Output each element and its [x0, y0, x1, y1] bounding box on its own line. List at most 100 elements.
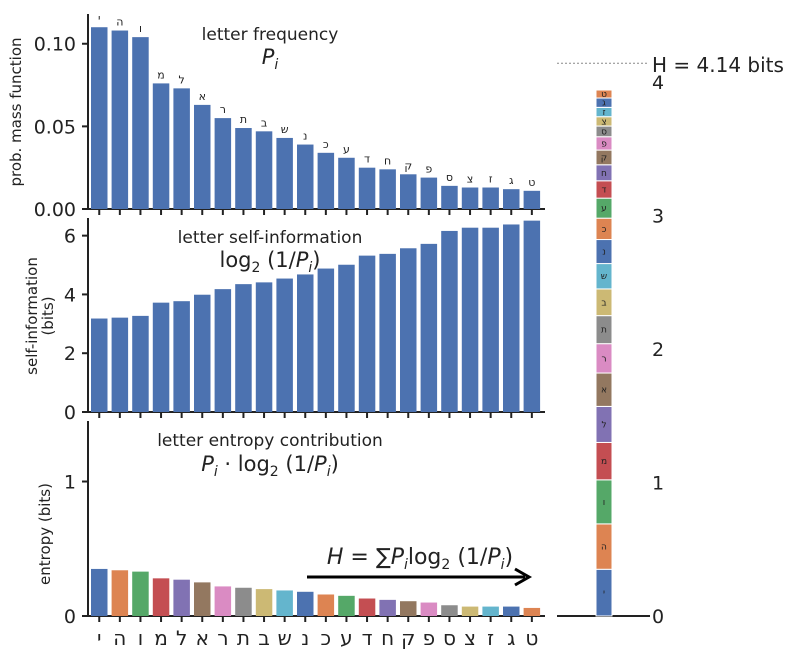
total-entropy-segment-label: ד: [602, 185, 607, 195]
total-entropy-segment-label: ז: [602, 108, 605, 118]
total-entropy-segment-label: ס: [601, 127, 607, 137]
frequency-bar-label: ק: [404, 159, 412, 172]
total-entropy-segment-label: ת: [601, 326, 607, 336]
self-information-ytick-label: 2: [64, 343, 76, 365]
self-information-bar: [379, 253, 396, 412]
total-entropy-segment-label: צ: [601, 117, 606, 127]
letter-xtick-label: ג: [507, 626, 515, 650]
frequency-bar-label: ו: [139, 22, 142, 35]
frequency-bar-label: ע: [343, 143, 350, 156]
frequency-ytick-label: 0.05: [34, 116, 76, 138]
letter-xtick-label: י: [97, 626, 101, 650]
self-information-bar: [503, 224, 520, 412]
total-entropy-segment-label: ע: [601, 204, 607, 214]
total-entropy-ytick-label: 4: [652, 72, 664, 94]
letter-xtick-label: צ: [464, 626, 476, 650]
entropy-contribution-title: letter entropy contribution: [157, 431, 383, 451]
entropy-bar: [441, 605, 458, 616]
self-information-bar: [400, 248, 417, 412]
frequency-ytick-label: 0.10: [34, 34, 76, 56]
letter-xtick-label: ו: [138, 626, 143, 650]
total-entropy-segment-label: י: [603, 589, 605, 599]
letter-xtick-label: ד: [362, 626, 373, 650]
total-entropy-ytick-label: 3: [652, 206, 664, 228]
self-information-ytick-label: 6: [64, 226, 76, 248]
frequency-bar-label: ט: [528, 176, 535, 189]
total-entropy-segment-label: ק: [601, 153, 607, 163]
self-information-bar: [338, 264, 355, 412]
entropy-bar: [461, 606, 479, 616]
letter-xtick-label: כ: [321, 626, 332, 650]
frequency-bar: [276, 137, 293, 209]
self-information-bar: [111, 317, 129, 412]
frequency-bar-label: כ: [323, 138, 329, 151]
self-information-bar: [132, 315, 149, 412]
frequency-bar-label: ר: [220, 103, 226, 116]
total-entropy-ytick-label: 2: [652, 339, 664, 361]
frequency-ylabel: prob. mass function: [7, 37, 25, 186]
frequency-bar: [194, 104, 211, 209]
frequency-bar: [214, 118, 232, 209]
entropy-bar: [420, 602, 438, 616]
entropy-ytick-label: 1: [64, 472, 76, 494]
self-information-ytick-label: 0: [64, 402, 76, 424]
letter-xtick-label: נ: [301, 626, 309, 650]
total-entropy-segment-label: א: [601, 386, 607, 396]
total-entropy-segment-label: מ: [601, 457, 607, 467]
entropy-bar: [482, 606, 499, 616]
total-entropy-segment-label: ה: [601, 543, 607, 553]
frequency-bar-label: ח: [384, 154, 391, 167]
letter-xtick-label: מ: [154, 626, 168, 650]
frequency-bar: [132, 37, 149, 210]
total-entropy-segment-label: ל: [601, 420, 606, 430]
frequency-bar: [420, 177, 438, 209]
total-entropy-segment-label: ח: [601, 169, 607, 179]
frequency-bar-label: פ: [425, 163, 432, 176]
letter-xtick-label: א: [196, 626, 209, 650]
total-entropy-segment-label: ג: [602, 99, 606, 109]
entropy-bar: [503, 606, 520, 616]
self-information-bar: [235, 284, 252, 412]
entropy-bar: [173, 579, 190, 616]
self-information-bar: [173, 301, 190, 412]
self-information-title: letter self-information: [178, 228, 363, 248]
self-information-ylabel: self-information: [23, 257, 41, 375]
frequency-bar: [173, 88, 190, 209]
entropy-bar: [297, 591, 314, 616]
total-entropy-ytick-label: 0: [652, 606, 664, 628]
frequency-bar-label: א: [199, 90, 206, 103]
frequency-bar-label: י: [98, 12, 100, 25]
self-information-bar: [420, 243, 438, 412]
letter-xtick-label: ש: [278, 626, 292, 650]
self-information-bar: [255, 282, 273, 412]
entropy-bar: [132, 571, 149, 616]
frequency-bar-label: ג: [509, 174, 514, 187]
frequency-panel: letter frequency Pi prob. mass function …: [7, 12, 545, 221]
total-entropy-segment-label: כ: [602, 225, 607, 235]
self-information-formula: log2 (1/Pi): [219, 248, 320, 276]
self-information-bar: [297, 274, 314, 412]
self-information-bar: [441, 230, 458, 412]
entropy-ytick-label: 0: [64, 606, 76, 628]
frequency-bar: [255, 131, 273, 209]
letter-xtick-label: ר: [217, 626, 228, 650]
self-information-bar: [194, 294, 211, 412]
letter-xtick-label: ז: [487, 626, 494, 650]
frequency-bar-label: צ: [467, 173, 474, 186]
self-information-ylabel-unit: (bits): [39, 296, 57, 335]
self-information-bar: [276, 278, 293, 412]
self-information-panel: letter self-information log2 (1/Pi) self…: [23, 218, 545, 424]
entropy-bar: [111, 570, 129, 616]
frequency-bar: [358, 167, 376, 209]
frequency-bar-label: מ: [157, 68, 164, 81]
frequency-bar-label: ש: [281, 123, 289, 136]
entropy-bar: [91, 568, 108, 616]
frequency-bar-label: ד: [364, 153, 370, 166]
frequency-bar-label: ל: [179, 73, 185, 86]
entropy-contribution-panel: letter entropy contribution Pi · log2 (1…: [36, 421, 545, 650]
entropy-bar: [400, 601, 417, 616]
frequency-bar-label: ת: [240, 113, 247, 126]
frequency-bar-label: נ: [303, 130, 307, 143]
total-entropy-ytick-label: 1: [652, 473, 664, 495]
